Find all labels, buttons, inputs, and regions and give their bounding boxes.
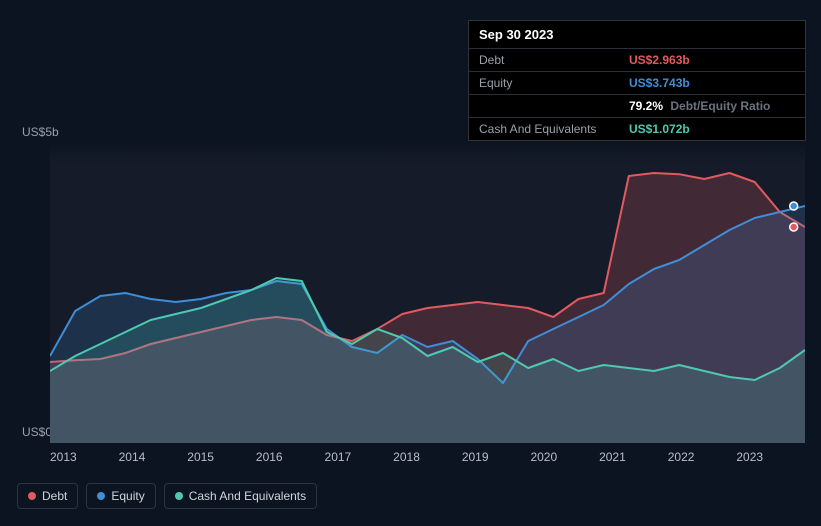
legend: Debt Equity Cash And Equivalents <box>17 483 317 509</box>
hover-marker <box>790 223 798 231</box>
hover-marker <box>790 202 798 210</box>
x-axis-year: 2021 <box>599 450 626 464</box>
x-axis-year: 2023 <box>736 450 763 464</box>
tooltip-row: DebtUS$2.963b <box>469 48 805 71</box>
x-axis-year: 2017 <box>325 450 352 464</box>
legend-item[interactable]: Cash And Equivalents <box>164 483 317 509</box>
tooltip-row: 79.2% Debt/Equity Ratio <box>469 94 805 117</box>
legend-label: Debt <box>42 489 67 503</box>
tooltip-row-value: 79.2% Debt/Equity Ratio <box>629 99 770 113</box>
tooltip-row-label: Equity <box>479 76 629 90</box>
x-axis-year: 2022 <box>668 450 695 464</box>
tooltip-row-label: Debt <box>479 53 629 67</box>
x-axis-year: 2019 <box>462 450 489 464</box>
tooltip-row-value: US$2.963b <box>629 53 690 67</box>
legend-dot <box>175 492 183 500</box>
chart-svg <box>50 143 805 443</box>
x-axis-year: 2020 <box>530 450 557 464</box>
legend-dot <box>28 492 36 500</box>
legend-label: Cash And Equivalents <box>189 489 306 503</box>
legend-label: Equity <box>111 489 144 503</box>
x-axis-year: 2015 <box>187 450 214 464</box>
tooltip-ratio-label: Debt/Equity Ratio <box>667 99 770 113</box>
chart-container <box>17 120 805 480</box>
x-axis-year: 2016 <box>256 450 283 464</box>
tooltip-row-value: US$3.743b <box>629 76 690 90</box>
tooltip-row: EquityUS$3.743b <box>469 71 805 94</box>
x-axis-year: 2018 <box>393 450 420 464</box>
x-axis-year: 2014 <box>119 450 146 464</box>
legend-dot <box>97 492 105 500</box>
plot-area[interactable] <box>50 143 805 443</box>
tooltip-row-label <box>479 99 629 113</box>
x-axis-year: 2013 <box>50 450 77 464</box>
legend-item[interactable]: Equity <box>86 483 155 509</box>
tooltip-date: Sep 30 2023 <box>469 21 805 48</box>
legend-item[interactable]: Debt <box>17 483 78 509</box>
